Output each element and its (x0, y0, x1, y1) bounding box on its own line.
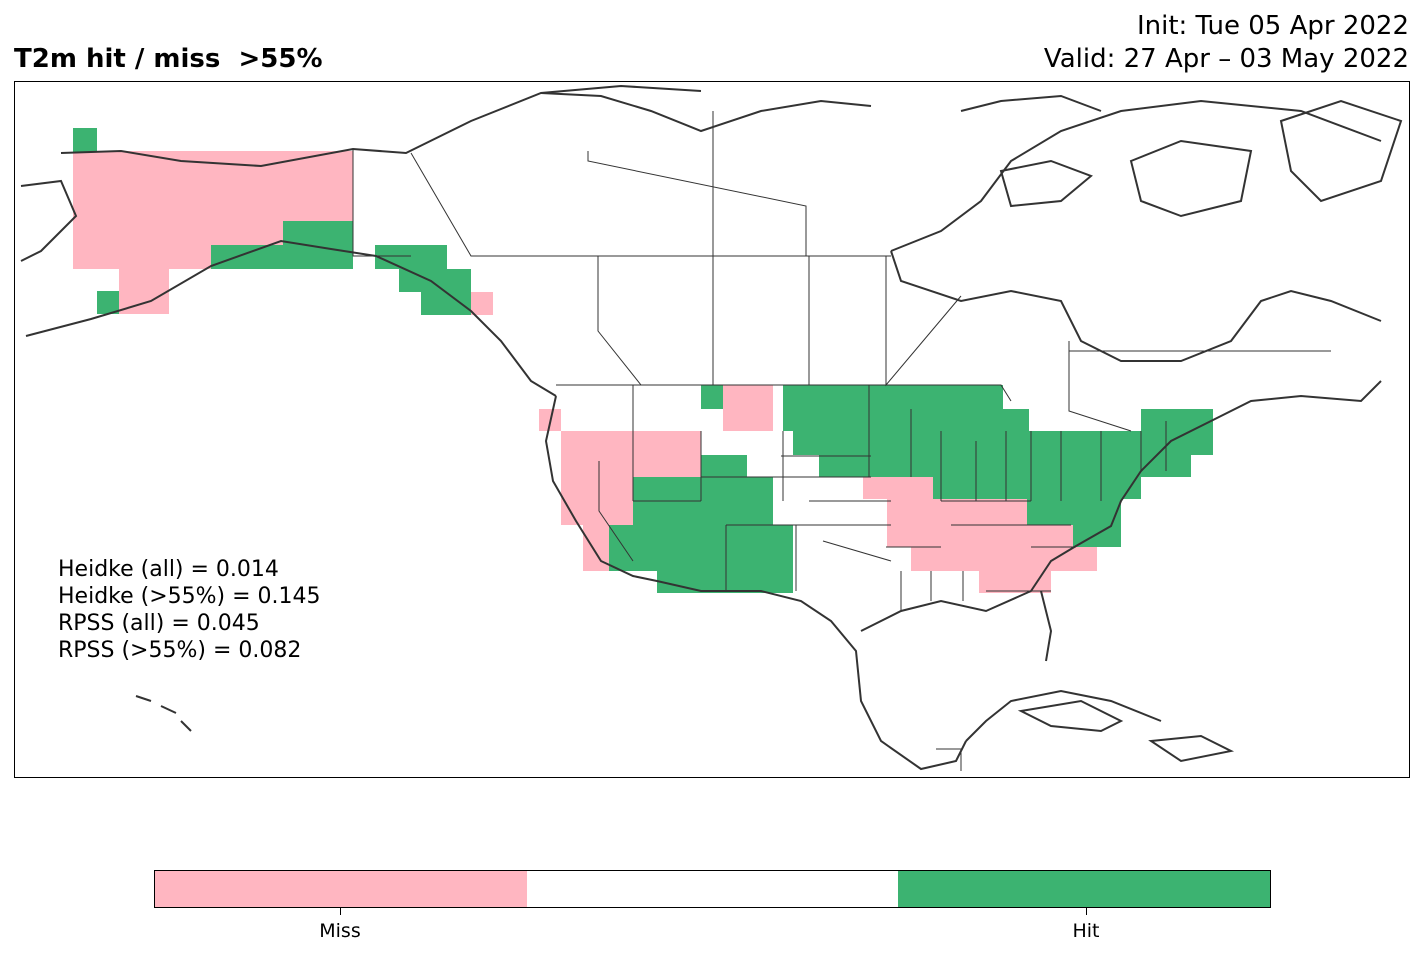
score-heidke-all: Heidke (all) = 0.014 (58, 557, 279, 582)
score-annotations: Heidke (all) = 0.014 Heidke (>55%) = 0.1… (58, 556, 321, 664)
colorbar-neutral-segment (526, 871, 899, 907)
alaska-cells (73, 128, 493, 315)
hit-cell (701, 455, 747, 477)
hit-cell (657, 571, 793, 593)
map-panel (14, 81, 1410, 778)
valid-period: Valid: 27 Apr – 03 May 2022 (1043, 44, 1409, 74)
hit-cell (283, 221, 353, 269)
borders (352, 111, 1331, 771)
hit-cell (211, 245, 283, 269)
hit-cell (97, 291, 119, 314)
score-rpss-55: RPSS (>55%) = 0.082 (58, 638, 302, 663)
score-heidke-55: Heidke (>55%) = 0.145 (58, 584, 321, 609)
hit-cell (421, 292, 471, 315)
init-date: Init: Tue 05 Apr 2022 (1136, 11, 1409, 41)
miss-cell (471, 292, 493, 315)
hit-cell (375, 245, 447, 269)
colorbar-miss-segment (155, 871, 527, 907)
hit-cell (819, 455, 1191, 477)
map-canvas (20, 84, 1403, 771)
west-cells (539, 385, 793, 593)
colorbar (154, 870, 1271, 908)
hit-cell (783, 385, 1003, 409)
miss-cell (979, 571, 1051, 593)
colorbar-tick-miss (340, 908, 341, 915)
score-rpss-all: RPSS (all) = 0.045 (58, 611, 260, 636)
colorbar-tick-hit (1086, 908, 1087, 915)
map-title: T2m hit / miss >55% (14, 44, 323, 74)
date-info: Init: Tue 05 Apr 2022 Valid: 27 Apr – 03… (1044, 10, 1409, 76)
hit-cell (783, 409, 1029, 431)
hit-cell (701, 385, 723, 409)
miss-cell (723, 385, 773, 431)
hit-cell (1141, 409, 1213, 431)
coastlines (20, 84, 1403, 771)
miss-cell (119, 269, 169, 314)
hit-cell (73, 128, 97, 152)
hit-cell (609, 525, 793, 571)
miss-cell (887, 525, 1073, 547)
miss-cell (887, 499, 1027, 525)
colorbar-label-miss: Miss (319, 920, 361, 942)
miss-cell (863, 477, 933, 499)
miss-cell (73, 151, 353, 221)
hit-cell (793, 431, 1213, 455)
east-cells (783, 385, 1213, 593)
colorbar-label-hit: Hit (1072, 920, 1100, 942)
colorbar-hit-segment (898, 871, 1271, 907)
miss-cell (561, 499, 633, 525)
